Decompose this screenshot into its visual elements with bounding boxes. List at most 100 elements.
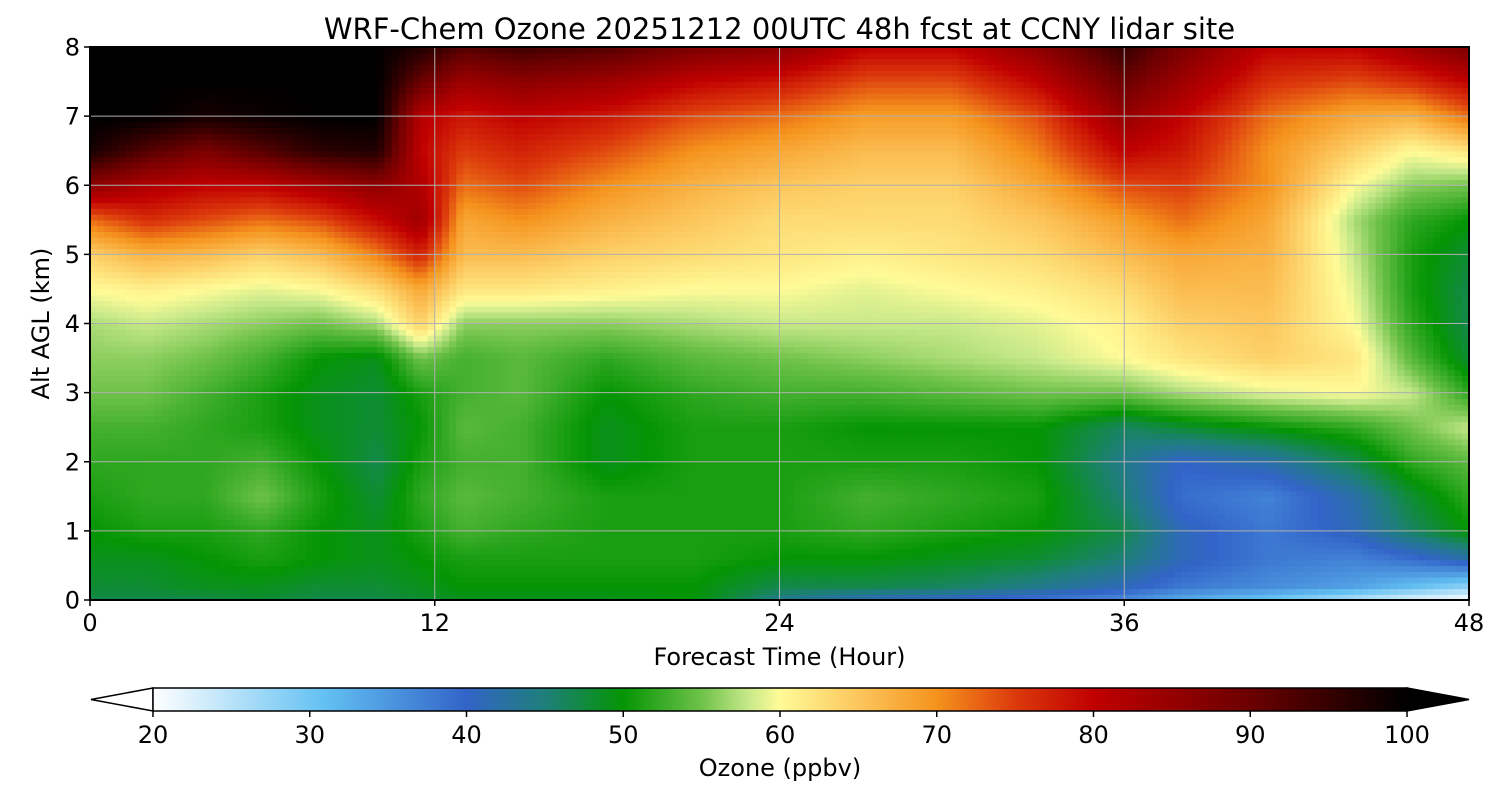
ozone-cell [1002, 513, 1010, 520]
ozone-cell [348, 519, 357, 526]
ozone-cell [592, 525, 601, 532]
ozone-cell [808, 513, 817, 520]
ozone-cell [1354, 490, 1362, 497]
ozone-cell [757, 484, 766, 492]
ozone-cell [1088, 548, 1097, 555]
ozone-cell [1346, 490, 1355, 497]
ozone-cell [786, 571, 795, 578]
ozone-cell [269, 582, 278, 590]
ozone-cell [564, 496, 572, 503]
ozone-cell [571, 502, 579, 509]
ozone-cell [944, 525, 953, 532]
ozone-cell [1138, 461, 1147, 469]
ozone-cell [707, 519, 716, 526]
ozone-cell [190, 565, 199, 572]
ozone-cell [1447, 594, 1456, 600]
ozone-cell [118, 484, 127, 492]
ozone-cell [894, 594, 903, 600]
ozone-cell [1275, 542, 1283, 549]
ozone-cell [635, 565, 644, 572]
ozone-cell [585, 576, 594, 584]
ozone-cell [262, 450, 271, 457]
ozone-cell [1081, 548, 1089, 555]
ozone-cell [700, 588, 709, 595]
ozone-cell [1447, 496, 1456, 503]
ozone-cell [1404, 467, 1413, 474]
ozone-cell [147, 525, 156, 532]
ozone-cell [240, 559, 249, 567]
ozone-cell [1318, 507, 1326, 515]
ozone-cell [1152, 553, 1161, 561]
ozone-cell [757, 467, 766, 474]
ozone-cell [327, 496, 335, 503]
ozone-cell [190, 484, 199, 492]
ozone-cell [1102, 467, 1111, 474]
ozone-cell [470, 479, 479, 486]
ozone-cell [341, 467, 350, 474]
ozone-cell [700, 467, 709, 474]
ozone-cell [312, 450, 321, 457]
ozone-cell [686, 479, 694, 486]
ozone-cell [621, 536, 630, 543]
ozone-cell [1009, 479, 1018, 486]
ozone-cell [671, 576, 680, 584]
ozone-cell [635, 536, 644, 543]
ozone-cell [485, 461, 493, 469]
ozone-cell [1231, 467, 1240, 474]
ozone-cell [262, 571, 271, 578]
ozone-cell [348, 582, 357, 590]
ozone-cell [1404, 565, 1413, 572]
ozone-cell [944, 507, 953, 515]
ozone-cell [1167, 553, 1176, 561]
ozone-cell [485, 536, 493, 543]
ozone-cell [477, 536, 486, 543]
ozone-cell [90, 484, 98, 492]
ozone-cell [1109, 502, 1118, 509]
ozone-cell [485, 450, 493, 457]
ozone-cell [456, 502, 465, 509]
ozone-cell [944, 519, 953, 526]
ozone-cell [147, 450, 156, 457]
ozone-cell [578, 576, 587, 584]
ozone-cell [1002, 507, 1010, 515]
ozone-cell [808, 467, 817, 474]
ozone-cell [499, 548, 508, 555]
ozone-cell [1030, 455, 1039, 463]
ozone-cell [1425, 519, 1434, 526]
ozone-cell [1217, 502, 1226, 509]
ozone-cell [887, 548, 896, 555]
ozone-cell [908, 450, 917, 457]
ozone-cell [1102, 484, 1111, 492]
ozone-cell [269, 496, 278, 503]
ozone-cell [858, 461, 867, 469]
ozone-cell [1411, 559, 1420, 567]
ozone-cell [722, 594, 730, 600]
ozone-cell [700, 507, 709, 515]
ozone-cell [291, 473, 299, 480]
ozone-cell [1073, 559, 1082, 567]
ozone-cell [312, 496, 321, 503]
ozone-cell [908, 496, 917, 503]
ozone-cell [815, 496, 824, 503]
ozone-cell [1210, 582, 1219, 590]
ozone-cell [413, 548, 421, 555]
ozone-cell [1447, 502, 1456, 509]
ozone-cell [1117, 594, 1125, 600]
ozone-cell [240, 484, 249, 492]
ozone-cell [1217, 548, 1226, 555]
ozone-cell [535, 559, 544, 567]
ozone-cell [951, 496, 960, 503]
ozone-cell [434, 530, 443, 538]
ozone-cell [1052, 530, 1061, 538]
ozone-cell [1145, 582, 1154, 590]
ozone-cell [930, 582, 939, 590]
ozone-cell [599, 525, 608, 532]
ozone-cell [528, 507, 536, 515]
ozone-cell [391, 553, 400, 561]
ozone-cell [183, 565, 192, 572]
ozone-cell [1310, 542, 1319, 549]
ozone-cell [262, 530, 271, 538]
ozone-cell [319, 548, 328, 555]
ozone-cell [1339, 507, 1348, 515]
ozone-cell [1260, 553, 1269, 561]
